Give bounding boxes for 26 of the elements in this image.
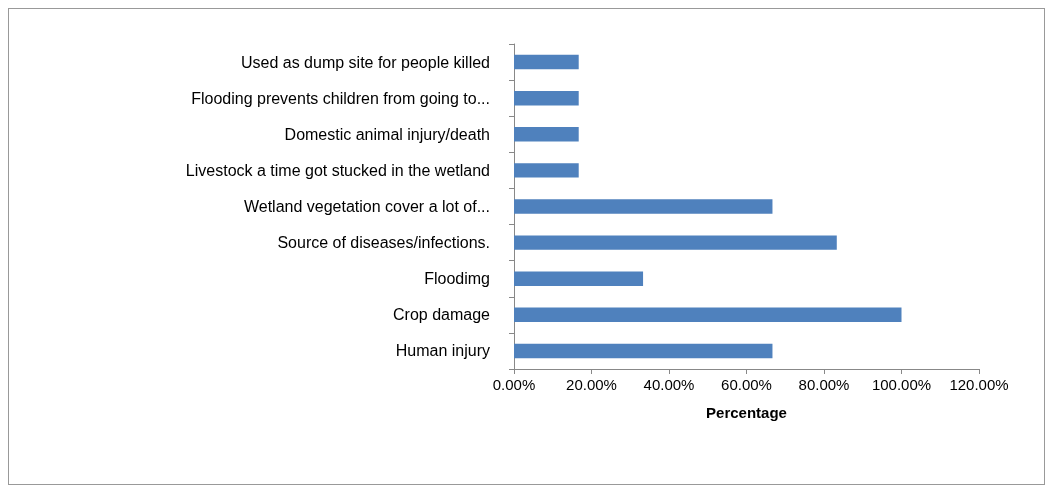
bar: [514, 54, 579, 70]
x-tick-label: 40.00%: [643, 376, 695, 393]
y-tick-label: Domestic animal injury/death: [284, 125, 490, 143]
y-tick-label: Human injury: [395, 342, 490, 360]
x-tick-label: 20.00%: [566, 376, 617, 393]
x-tick-label: 120.00%: [949, 376, 1009, 393]
bar: [514, 343, 773, 359]
bar: [514, 235, 837, 250]
bar: [514, 271, 644, 286]
y-tick-label: Source of diseases/infections.: [277, 234, 490, 252]
y-tick-label: Crop damage: [393, 306, 491, 324]
y-tick-label: Used as dump site for people killed: [240, 53, 490, 71]
y-tick-label: Floodimg: [424, 270, 490, 288]
bar: [514, 199, 773, 214]
y-tick-label: Livestock a time got stucked in the wetland: [185, 161, 490, 179]
x-axis-title: Percentage: [706, 404, 787, 421]
y-tick-label: Wetland vegetation cover a lot of...: [243, 198, 490, 215]
bar: [514, 307, 902, 323]
bar: [514, 163, 579, 178]
bar: [514, 127, 579, 142]
bar: [514, 90, 579, 106]
x-tick-label: 100.00%: [871, 376, 932, 393]
y-tick-label: Flooding prevents children from going to...: [191, 89, 490, 107]
x-tick-label: 0.00%: [492, 376, 536, 393]
x-tick-label: 60.00%: [721, 376, 772, 393]
x-tick-label: 80.00%: [798, 376, 850, 393]
